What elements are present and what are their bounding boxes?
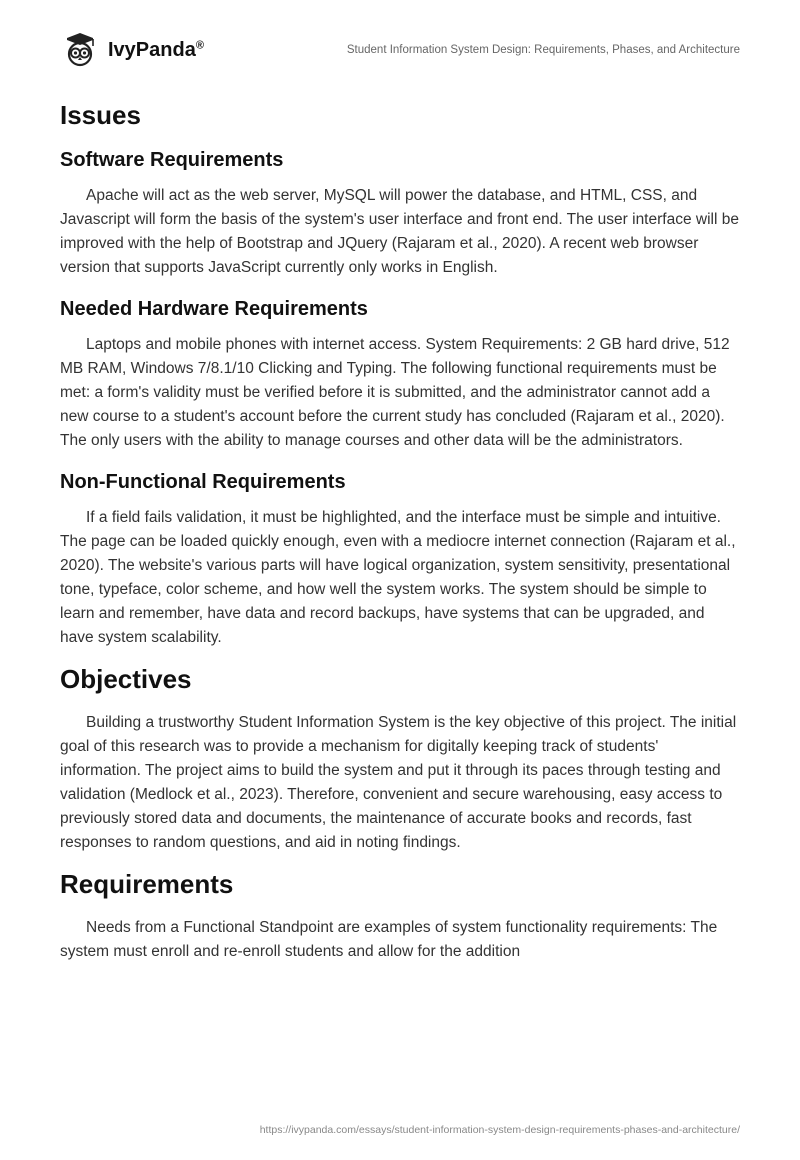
registered-icon: ® xyxy=(196,39,204,51)
software-req-heading: Software Requirements xyxy=(60,149,740,172)
owl-logo-icon xyxy=(60,30,100,70)
footer-source-url: https://ivypanda.com/essays/student-info… xyxy=(260,1124,740,1136)
brand-block: IvyPanda® xyxy=(60,30,204,70)
document-page: IvyPanda® Student Information System Des… xyxy=(0,0,800,1022)
objectives-body: Building a trustworthy Student Informati… xyxy=(60,711,740,855)
brand-text: IvyPanda xyxy=(108,39,196,61)
software-req-body: Apache will act as the web server, MySQL… xyxy=(60,184,740,280)
requirements-body: Needs from a Functional Standpoint are e… xyxy=(60,916,740,964)
objectives-heading: Objectives xyxy=(60,664,740,695)
nonfunc-req-body: If a field fails validation, it must be … xyxy=(60,506,740,650)
requirements-heading: Requirements xyxy=(60,869,740,900)
brand-name: IvyPanda® xyxy=(108,39,204,62)
nonfunc-req-heading: Non-Functional Requirements xyxy=(60,471,740,494)
hardware-req-heading: Needed Hardware Requirements xyxy=(60,298,740,321)
page-header: IvyPanda® Student Information System Des… xyxy=(60,30,740,70)
issues-heading: Issues xyxy=(60,100,740,131)
document-title: Student Information System Design: Requi… xyxy=(347,44,740,56)
hardware-req-body: Laptops and mobile phones with internet … xyxy=(60,333,740,453)
